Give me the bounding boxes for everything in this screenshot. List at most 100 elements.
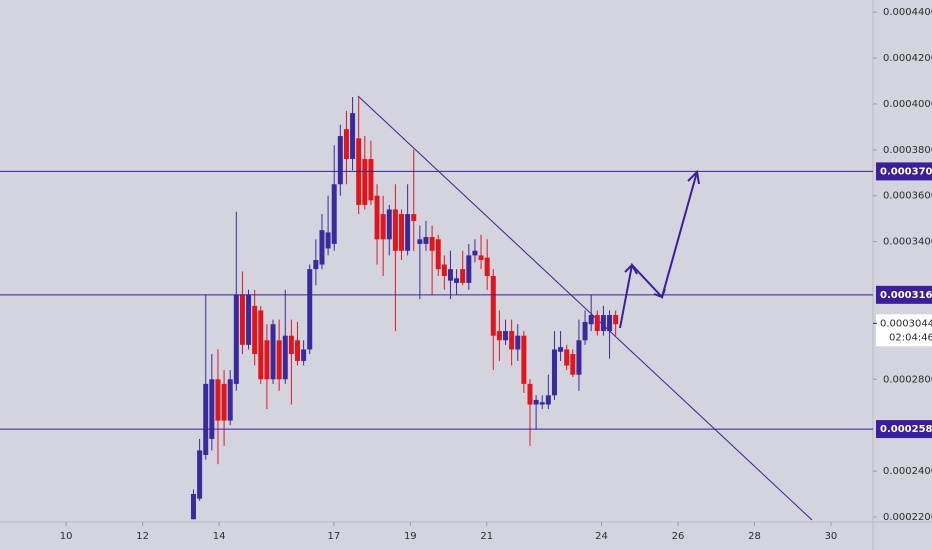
candle-body <box>343 129 349 160</box>
candle-body <box>276 340 282 380</box>
candles <box>190 97 619 520</box>
candle-body <box>545 395 551 405</box>
candle-body <box>258 310 264 380</box>
candle-body <box>215 379 221 421</box>
candle-body <box>478 255 484 260</box>
candle-body <box>350 113 356 160</box>
level-label: 0.0002583 <box>880 424 932 435</box>
candle-body <box>307 269 313 350</box>
y-tick-label: 0.0003800 <box>883 145 932 156</box>
candle-body <box>405 214 411 251</box>
candle-body <box>435 239 441 270</box>
candle-body <box>270 324 276 380</box>
candle-body <box>515 335 521 350</box>
arrow-head <box>624 263 638 275</box>
candle-body <box>313 259 319 270</box>
candle-body <box>429 237 435 251</box>
candle-body <box>423 237 429 244</box>
candle-body <box>570 354 576 375</box>
candle-body <box>484 257 490 277</box>
y-tick-label: 0.0003400 <box>883 237 932 248</box>
candle-body <box>509 331 515 350</box>
y-tick-label: 0.0004400 <box>883 7 932 18</box>
y-tick-label: 0.0002400 <box>883 466 932 477</box>
candle-body <box>374 195 380 240</box>
y-tick-label: 0.0003600 <box>883 191 932 202</box>
candle-body <box>227 379 233 421</box>
level-label: 0.0003168 <box>880 290 932 301</box>
candle-body <box>460 269 466 283</box>
candle-body <box>295 340 301 361</box>
level-label-bg <box>876 162 932 181</box>
x-tick-label: 17 <box>327 531 340 542</box>
candle-body <box>564 349 570 366</box>
candle-body <box>203 383 209 456</box>
x-tick-label: 24 <box>595 531 608 542</box>
candle-body <box>466 255 472 283</box>
candle-body <box>521 335 527 384</box>
candle-body <box>594 315 600 332</box>
level-label: 0.0003706 <box>880 166 932 177</box>
candle-body <box>607 315 613 332</box>
candle-body <box>282 335 288 380</box>
candle-body <box>600 315 606 332</box>
candle-body <box>331 184 337 244</box>
candle-body <box>380 214 386 240</box>
candle-body <box>411 214 417 221</box>
candle-body <box>576 340 582 375</box>
candle-body <box>362 159 368 205</box>
y-tick-label: 0.0002200 <box>883 512 932 523</box>
level-label-bg <box>876 420 932 439</box>
candle-body <box>558 347 564 352</box>
trend-line <box>357 95 813 521</box>
candle-body <box>197 450 203 499</box>
candle-body <box>252 305 258 355</box>
y-tick-label: 0.0004000 <box>883 99 932 110</box>
last-price-label: 0.0003044 <box>880 318 932 329</box>
y-tick-label: 0.0004200 <box>883 53 932 64</box>
candle-body <box>613 315 619 325</box>
last-price-bg <box>876 314 932 347</box>
arrow-head <box>687 169 700 185</box>
candle-body <box>337 136 343 185</box>
candle-body <box>209 379 215 439</box>
candle-body <box>239 294 245 345</box>
projection-arrow <box>619 171 698 329</box>
candle-body <box>551 349 557 396</box>
x-tick-label: 14 <box>213 531 226 542</box>
candle-body <box>386 209 392 240</box>
level-label-bg <box>876 285 932 304</box>
x-tick-label: 19 <box>404 531 417 542</box>
candle-body <box>233 294 239 384</box>
candle-body <box>288 335 294 355</box>
x-tick-label: 26 <box>672 531 685 542</box>
candle-body <box>533 399 539 405</box>
candle-body <box>472 250 478 256</box>
x-tick-label: 10 <box>60 531 73 542</box>
candle-body <box>503 331 509 341</box>
candle-body <box>447 269 453 281</box>
x-tick-label: 21 <box>480 531 493 542</box>
candle-body <box>368 159 374 201</box>
candle-body <box>392 209 398 251</box>
candle-body <box>264 340 270 380</box>
candle-body <box>301 349 307 361</box>
candle-body <box>539 402 545 405</box>
candle-body <box>319 230 325 265</box>
candle-body <box>588 315 594 325</box>
candle-body <box>441 264 447 277</box>
candle-body <box>417 239 423 244</box>
candle-body <box>325 232 331 249</box>
candle-body <box>582 321 588 341</box>
y-tick-label: 0.0002800 <box>883 374 932 385</box>
candle-body <box>190 494 196 520</box>
x-tick-label: 28 <box>748 531 761 542</box>
candle-body <box>246 294 252 345</box>
countdown-label: 02:04:46 <box>889 332 932 343</box>
candle-body <box>221 383 227 421</box>
candle-body <box>454 278 460 283</box>
candle-body <box>399 214 405 251</box>
candle-body <box>527 383 533 405</box>
